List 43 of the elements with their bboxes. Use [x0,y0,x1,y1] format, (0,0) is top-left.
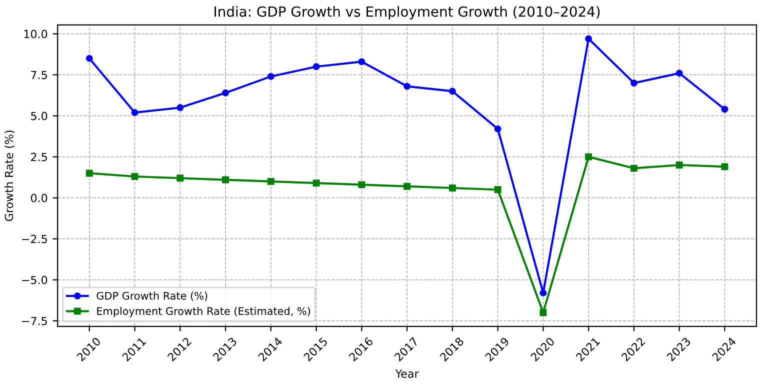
point [494,125,502,132]
y-tick-label: −2.5 [22,234,47,244]
point [448,88,456,95]
point [312,180,320,187]
point [676,162,683,168]
point [585,153,592,160]
point [222,176,229,184]
point [448,184,456,192]
point [630,164,638,172]
point [267,72,274,80]
point [721,106,728,113]
point [131,173,138,180]
point [131,109,138,116]
point [585,35,592,42]
point [176,174,184,182]
point [404,82,411,90]
point [494,186,502,194]
point [86,170,93,177]
point [721,163,728,170]
point [358,58,366,66]
point [540,289,547,296]
y-axis-title: Growth Rate (%) [4,130,14,222]
point [404,182,411,190]
point [176,104,184,112]
point [676,70,683,77]
y-tick-label: 7.5 [31,70,47,80]
chart-title: India: GDP Growth vs Employment Growth (2010–2024) [214,6,600,20]
point [358,181,366,188]
y-tick-label: 0.0 [30,194,48,202]
point [630,80,638,86]
y-tick-label: 2.5 [31,152,47,162]
x-axis-title: Year [395,370,419,378]
y-tick-label: −7.5 [22,316,47,326]
point [222,89,229,96]
y-tick-label: −5.0 [22,276,48,284]
y-tick-label: 10.0 [24,30,48,38]
point [312,63,320,70]
legend-label: Employment Growth Rate (Estimated, %) [97,306,310,318]
y-tick-label: 5.0 [31,112,48,120]
point [267,178,274,185]
point [540,309,547,316]
point [86,54,93,62]
legend-label: GDP Growth Rate (%) [96,292,208,301]
